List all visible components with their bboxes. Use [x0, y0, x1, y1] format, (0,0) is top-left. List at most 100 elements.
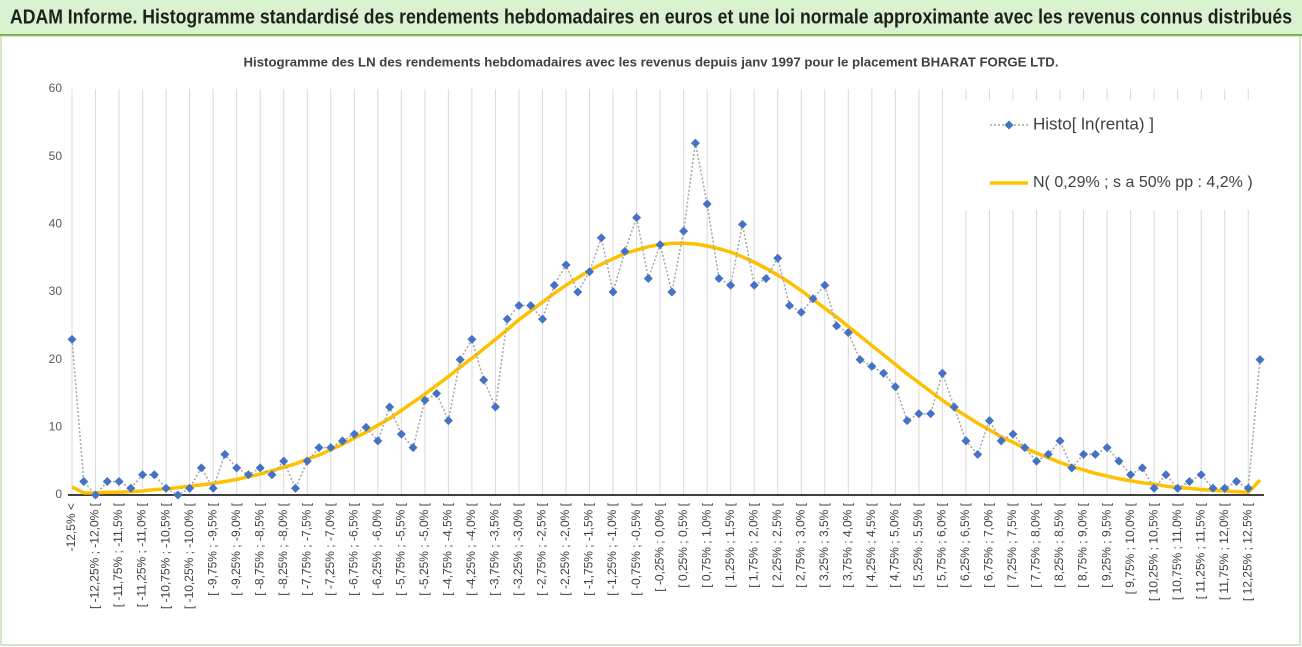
histogram-point: [773, 253, 783, 263]
x-tick-label: [ 7,25% ; 7,5% [: [1005, 502, 1019, 587]
histogram-point: [879, 368, 889, 378]
x-tick-label: [ -5,25% ; -5,0% [: [417, 502, 431, 595]
histogram-point: [361, 422, 371, 432]
x-tick-label: [ -8,25% ; -8,0% [: [276, 502, 290, 595]
histogram-point: [420, 395, 430, 405]
x-tick-label: [ 10,75% ; 11,0% [: [1170, 502, 1184, 600]
histogram-point: [679, 226, 689, 236]
y-tick-label: 30: [49, 284, 63, 298]
x-tick-label: [ 0,75% ; 1,0% [: [699, 502, 713, 587]
x-tick-label: [ -4,25% ; -4,0% [: [464, 502, 478, 595]
x-tick-label: [ -7,25% ; -7,0% [: [323, 502, 337, 595]
histogram-point: [279, 456, 289, 466]
histogram-point: [443, 416, 453, 426]
x-tick-label: [ -2,25% ; -2,0% [: [558, 502, 572, 595]
title-banner: [0, 0, 1302, 34]
histogram-point: [385, 402, 395, 412]
histogram-point: [926, 409, 936, 419]
x-tick-label: [ 4,25% ; 4,5% [: [864, 502, 878, 587]
x-tick-label: [ 9,25% ; 9,5% [: [1099, 502, 1113, 587]
x-tick-label: [ -9,75% ; -9,5% [: [205, 502, 219, 595]
plot-area: 0 10 20 30 40 50 60 -12,5% < [ -12,25% ; -12,0% …: [49, 81, 1265, 609]
histogram-point: [1255, 355, 1265, 365]
histogram-point: [1173, 483, 1183, 493]
histogram-point: [267, 470, 277, 480]
y-tick-label: 20: [49, 352, 63, 366]
histogram-point: [479, 375, 489, 385]
x-tick-label: [ -9,25% ; -9,0% [: [229, 502, 243, 595]
x-tick-label: [ -6,25% ; -6,0% [: [370, 502, 384, 595]
histogram-point: [726, 280, 736, 290]
histogram-point: [290, 483, 300, 493]
histogram-point: [914, 409, 924, 419]
histogram-point: [1137, 463, 1147, 473]
x-tick-label: [ 1,25% ; 1,5% [: [723, 502, 737, 587]
histogram-point: [632, 213, 642, 223]
x-tick-label: [ -1,25% ; -1,0% [: [605, 502, 619, 595]
histogram-point: [1079, 449, 1089, 459]
histogram-point: [432, 389, 442, 398]
histogram-point: [1020, 443, 1030, 453]
x-tick-label: [ 1,75% ; 2,0% [: [746, 502, 760, 587]
x-tick-label: [ -6,75% ; -6,5% [: [346, 502, 360, 595]
histogram-point: [1102, 443, 1112, 453]
normal-curve: [71, 241, 1262, 495]
x-tick-label: [ 0,25% ; 0,5% [: [676, 502, 690, 587]
histogram-point: [149, 470, 159, 480]
x-tick-label: [ -12,25% ; -12,0% [: [88, 502, 102, 609]
histogram-point: [608, 287, 618, 297]
x-tick-label: -12,5% <: [64, 503, 78, 551]
x-tick-label: [ 8,75% ; 9,0% [: [1076, 502, 1090, 587]
histogram-point: [196, 463, 206, 473]
x-tick-label: [ 6,75% ; 7,0% [: [982, 502, 996, 587]
histogram-point: [161, 483, 171, 493]
legend-box: [962, 100, 1252, 210]
histogram-point: [1114, 456, 1124, 466]
histogram-point: [1126, 470, 1136, 480]
histogram-point: [867, 361, 877, 371]
histogram-point: [984, 416, 994, 426]
histogram-point: [79, 476, 89, 486]
chart-subtitle: Histogramme des LN des rendements hebdom…: [244, 54, 1059, 69]
x-tick-label: [ 11,25% ; 11,5% [: [1193, 502, 1207, 599]
y-tick-label: 0: [55, 487, 62, 501]
histogram-point: [702, 199, 712, 209]
x-tick-label: [ -1,75% ; -1,5% [: [582, 502, 596, 595]
x-tick-label: [ -3,25% ; -3,0% [: [511, 502, 525, 595]
histogram-point: [1161, 470, 1171, 480]
legend-label: Histo[ ln(renta) ]: [1033, 114, 1154, 133]
histogram-point: [1043, 449, 1053, 459]
x-tick-label: [ -10,25% ; -10,0% [: [182, 502, 196, 609]
histogram-point: [655, 240, 665, 250]
histogram-point: [91, 490, 101, 500]
histogram-point: [255, 463, 265, 473]
histogram-point: [467, 334, 477, 344]
legend-swatch: [1004, 120, 1014, 130]
histogram-point: [808, 294, 818, 304]
histogram-point: [737, 219, 747, 229]
histogram-point: [832, 321, 842, 331]
histogram-point: [620, 246, 630, 256]
histogram-point: [820, 280, 830, 290]
histogram-point: [843, 328, 853, 338]
histogram-point: [1243, 483, 1253, 493]
x-tick-label: [ -3,75% ; -3,5% [: [488, 502, 502, 595]
legend-label: N( 0,29% ; s a 50% pp : 4,2% ): [1033, 174, 1253, 191]
histogram-point: [138, 470, 148, 480]
x-tick-label: [ -7,75% ; -7,5% [: [299, 502, 313, 595]
histogram-point: [996, 436, 1006, 446]
histogram-point: [690, 138, 700, 148]
histogram-point: [408, 443, 418, 453]
legend: Histo[ ln(renta) ] N( 0,29% ; s a 50% pp …: [962, 100, 1253, 210]
histogram-point: [220, 449, 230, 459]
histogram-point: [537, 314, 547, 324]
histogram-point: [596, 233, 606, 243]
x-tick-label: [ 12,25% ; 12,5% [: [1240, 502, 1254, 601]
histogram-point: [1196, 470, 1206, 480]
histogram-point: [749, 280, 759, 290]
histogram-point: [949, 402, 959, 412]
histogram-point: [855, 355, 865, 365]
histogram-point: [373, 436, 383, 446]
x-tick-label: [ 10,25% ; 10,5% [: [1146, 502, 1160, 601]
x-tick-label: [ -2,75% ; -2,5% [: [535, 502, 549, 595]
